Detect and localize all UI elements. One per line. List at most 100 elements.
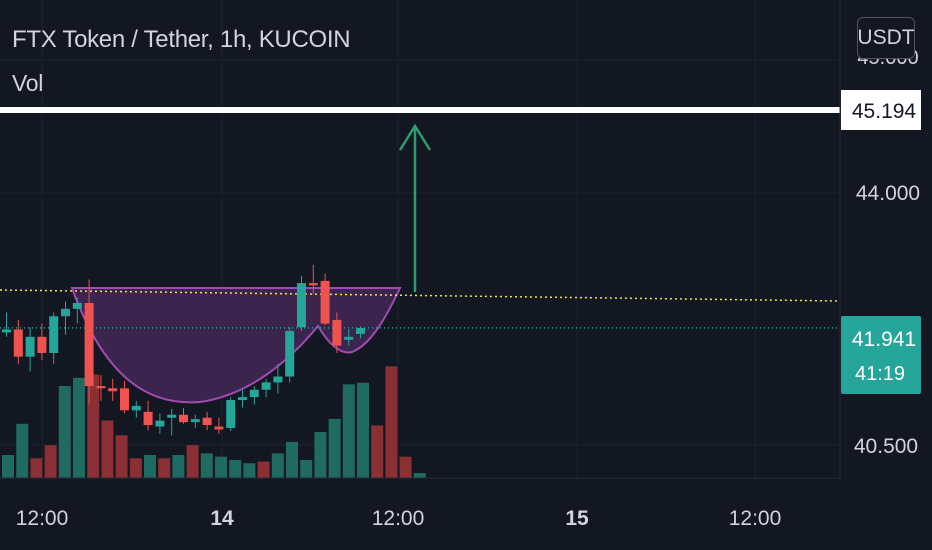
candle-body-29 xyxy=(344,336,354,340)
candle-body-22 xyxy=(261,382,271,390)
candle-8 xyxy=(96,375,106,401)
candlesticks xyxy=(2,264,365,436)
candle-body-15 xyxy=(179,414,188,423)
volume-bar-11 xyxy=(158,458,171,478)
candle-body-16 xyxy=(190,419,200,423)
price-axis[interactable]: 45.000 44.000 40.500 45.194 41.941 41:19 xyxy=(839,0,921,478)
volume-indicator-label[interactable]: Vol xyxy=(12,70,44,96)
volume-bar-20 xyxy=(286,441,298,478)
countdown-label: 41:19 xyxy=(855,363,905,385)
candle-body-12 xyxy=(143,411,153,426)
volume-bar-15 xyxy=(215,456,227,478)
up-arrow-drawing[interactable] xyxy=(398,123,432,292)
time-tick-1200-b: 12:00 xyxy=(372,507,425,530)
symbol-title[interactable]: FTX Token / Tether, 1h, KUCOIN xyxy=(12,26,351,53)
volume-bar-10 xyxy=(144,455,156,478)
candle-body-20 xyxy=(238,397,247,401)
candle-body-13 xyxy=(155,420,165,427)
volume-bar-5 xyxy=(73,377,85,478)
volume-bar-2 xyxy=(30,458,43,478)
candle-23 xyxy=(273,364,283,394)
candle-1 xyxy=(13,319,23,365)
candle-body-24 xyxy=(285,330,295,377)
candle-3 xyxy=(37,323,47,361)
candle-4 xyxy=(49,312,59,365)
candle-body-1 xyxy=(13,329,23,357)
candle-10 xyxy=(120,380,129,414)
candle-28 xyxy=(332,312,342,353)
gridlines xyxy=(0,0,840,478)
candle-body-6 xyxy=(72,302,82,309)
candle-14 xyxy=(167,408,177,436)
candle-2 xyxy=(25,327,35,372)
candle-body-30 xyxy=(356,327,365,334)
candle-body-19 xyxy=(226,400,236,428)
candle-body-5 xyxy=(61,308,70,317)
candle-15 xyxy=(179,408,188,424)
candle-12 xyxy=(143,400,153,431)
volume-bar-14 xyxy=(200,453,213,478)
volume-bar-1 xyxy=(16,423,29,478)
candle-body-14 xyxy=(167,414,177,418)
volume-bars xyxy=(2,366,426,478)
volume-bar-9 xyxy=(129,458,142,478)
volume-bar-4 xyxy=(58,386,71,478)
candle-body-28 xyxy=(332,319,342,346)
candle-body-17 xyxy=(202,417,212,426)
candle-body-4 xyxy=(49,316,59,353)
volume-bar-8 xyxy=(115,435,128,478)
candle-body-10 xyxy=(120,388,129,411)
volume-bar-0 xyxy=(2,455,14,478)
candle-9 xyxy=(108,378,118,401)
candle-body-0 xyxy=(2,329,11,333)
volume-bar-29 xyxy=(413,473,426,478)
price-tick-44000: 44.000 xyxy=(856,182,920,205)
candle-body-23 xyxy=(273,376,283,383)
candle-body-8 xyxy=(96,386,106,389)
candle-17 xyxy=(202,411,212,431)
candle-body-3 xyxy=(37,336,47,353)
candle-13 xyxy=(155,413,165,434)
volume-bar-22 xyxy=(314,432,327,478)
candle-body-27 xyxy=(320,280,330,324)
currency-button[interactable]: USDT xyxy=(857,17,915,59)
candle-7 xyxy=(84,279,94,405)
candle-body-18 xyxy=(214,426,224,430)
candle-30 xyxy=(356,326,365,339)
time-axis[interactable]: 12:00 14 12:00 15 12:00 xyxy=(0,477,840,530)
candle-16 xyxy=(190,414,200,428)
candle-body-26 xyxy=(308,283,318,286)
candle-body-25 xyxy=(297,283,306,328)
price-tick-40500: 40.500 xyxy=(854,435,918,458)
volume-bar-23 xyxy=(328,418,341,478)
candle-11 xyxy=(131,400,141,418)
volume-bar-26 xyxy=(371,425,384,478)
candle-27 xyxy=(320,273,330,326)
candle-body-11 xyxy=(131,405,141,411)
volume-bar-13 xyxy=(186,445,199,478)
time-tick-1200-a: 12:00 xyxy=(16,507,69,530)
time-tick-day-14: 14 xyxy=(210,507,234,530)
candle-26 xyxy=(308,264,318,295)
volume-bar-18 xyxy=(257,461,270,478)
volume-bar-7 xyxy=(101,420,114,478)
candle-21 xyxy=(249,386,259,405)
volume-bar-17 xyxy=(243,463,256,478)
candle-18 xyxy=(214,417,224,434)
volume-bar-27 xyxy=(385,366,398,478)
time-tick-1200-c: 12:00 xyxy=(729,507,782,530)
volume-bar-21 xyxy=(300,459,313,478)
volume-bar-24 xyxy=(342,384,355,478)
volume-bar-25 xyxy=(357,382,369,478)
volume-bar-6 xyxy=(87,374,100,478)
trend-line-dotted[interactable] xyxy=(0,289,841,302)
volume-bar-28 xyxy=(399,456,412,478)
volume-bar-12 xyxy=(172,455,185,478)
resistance-price-label: 45.194 xyxy=(852,100,917,123)
resistance-price-badge xyxy=(841,90,921,130)
candle-body-7 xyxy=(84,302,94,387)
candle-29 xyxy=(344,329,354,346)
candle-19 xyxy=(226,397,236,431)
candle-6 xyxy=(72,297,82,324)
